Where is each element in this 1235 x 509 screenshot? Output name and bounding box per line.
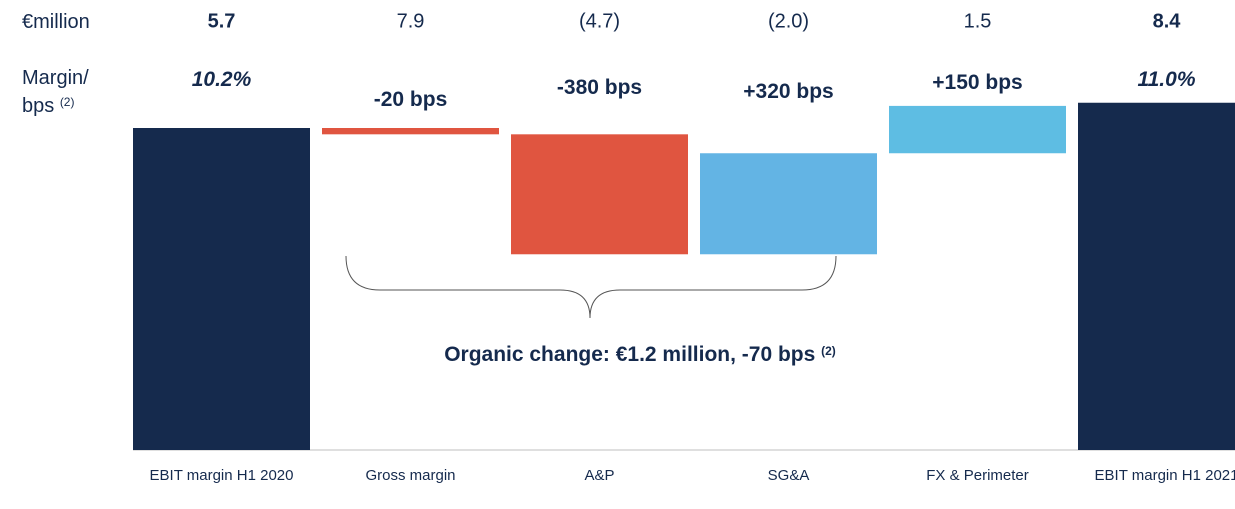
annotation-text: Organic change: €1.2 million, -70 bps bbox=[444, 343, 816, 366]
footnote-ref: (2) bbox=[821, 344, 836, 358]
row-label: €million bbox=[22, 11, 90, 33]
bar bbox=[511, 134, 688, 255]
amount-label: (2.0) bbox=[767, 10, 810, 33]
value-label: 10.2% bbox=[191, 68, 252, 91]
row-label: Margin/ bps bbox=[22, 67, 89, 117]
x-tick-label: Gross margin bbox=[365, 467, 456, 484]
value-label: +150 bps bbox=[932, 71, 1023, 94]
x-tick-label: EBIT margin H1 2020 bbox=[149, 467, 294, 484]
bar bbox=[322, 128, 499, 135]
amount-label: 7.9 bbox=[396, 10, 425, 33]
bar bbox=[1078, 102, 1235, 451]
bar bbox=[133, 128, 310, 450]
amount-label: (4.7) bbox=[578, 10, 621, 33]
value-label: -380 bps bbox=[556, 76, 643, 99]
row-label: Margin/ bps (2) bbox=[22, 66, 122, 118]
bar bbox=[700, 153, 877, 255]
amount-label: 8.4 bbox=[1152, 10, 1181, 33]
annotation: Organic change: €1.2 million, -70 bps (2… bbox=[444, 343, 836, 367]
x-tick-label: A&P bbox=[584, 467, 615, 484]
value-label: +320 bps bbox=[743, 80, 834, 103]
amount-label: 1.5 bbox=[963, 10, 992, 33]
brace bbox=[345, 255, 837, 319]
amount-label: 5.7 bbox=[207, 10, 236, 33]
value-label: -20 bps bbox=[373, 88, 448, 111]
bar bbox=[889, 105, 1066, 154]
footnote-ref: (2) bbox=[59, 95, 75, 109]
x-tick-label: EBIT margin H1 2021 bbox=[1094, 467, 1235, 484]
x-tick-label: SG&A bbox=[767, 467, 810, 484]
x-tick-label: FX & Perimeter bbox=[926, 467, 1029, 484]
value-label: 11.0% bbox=[1137, 68, 1196, 91]
